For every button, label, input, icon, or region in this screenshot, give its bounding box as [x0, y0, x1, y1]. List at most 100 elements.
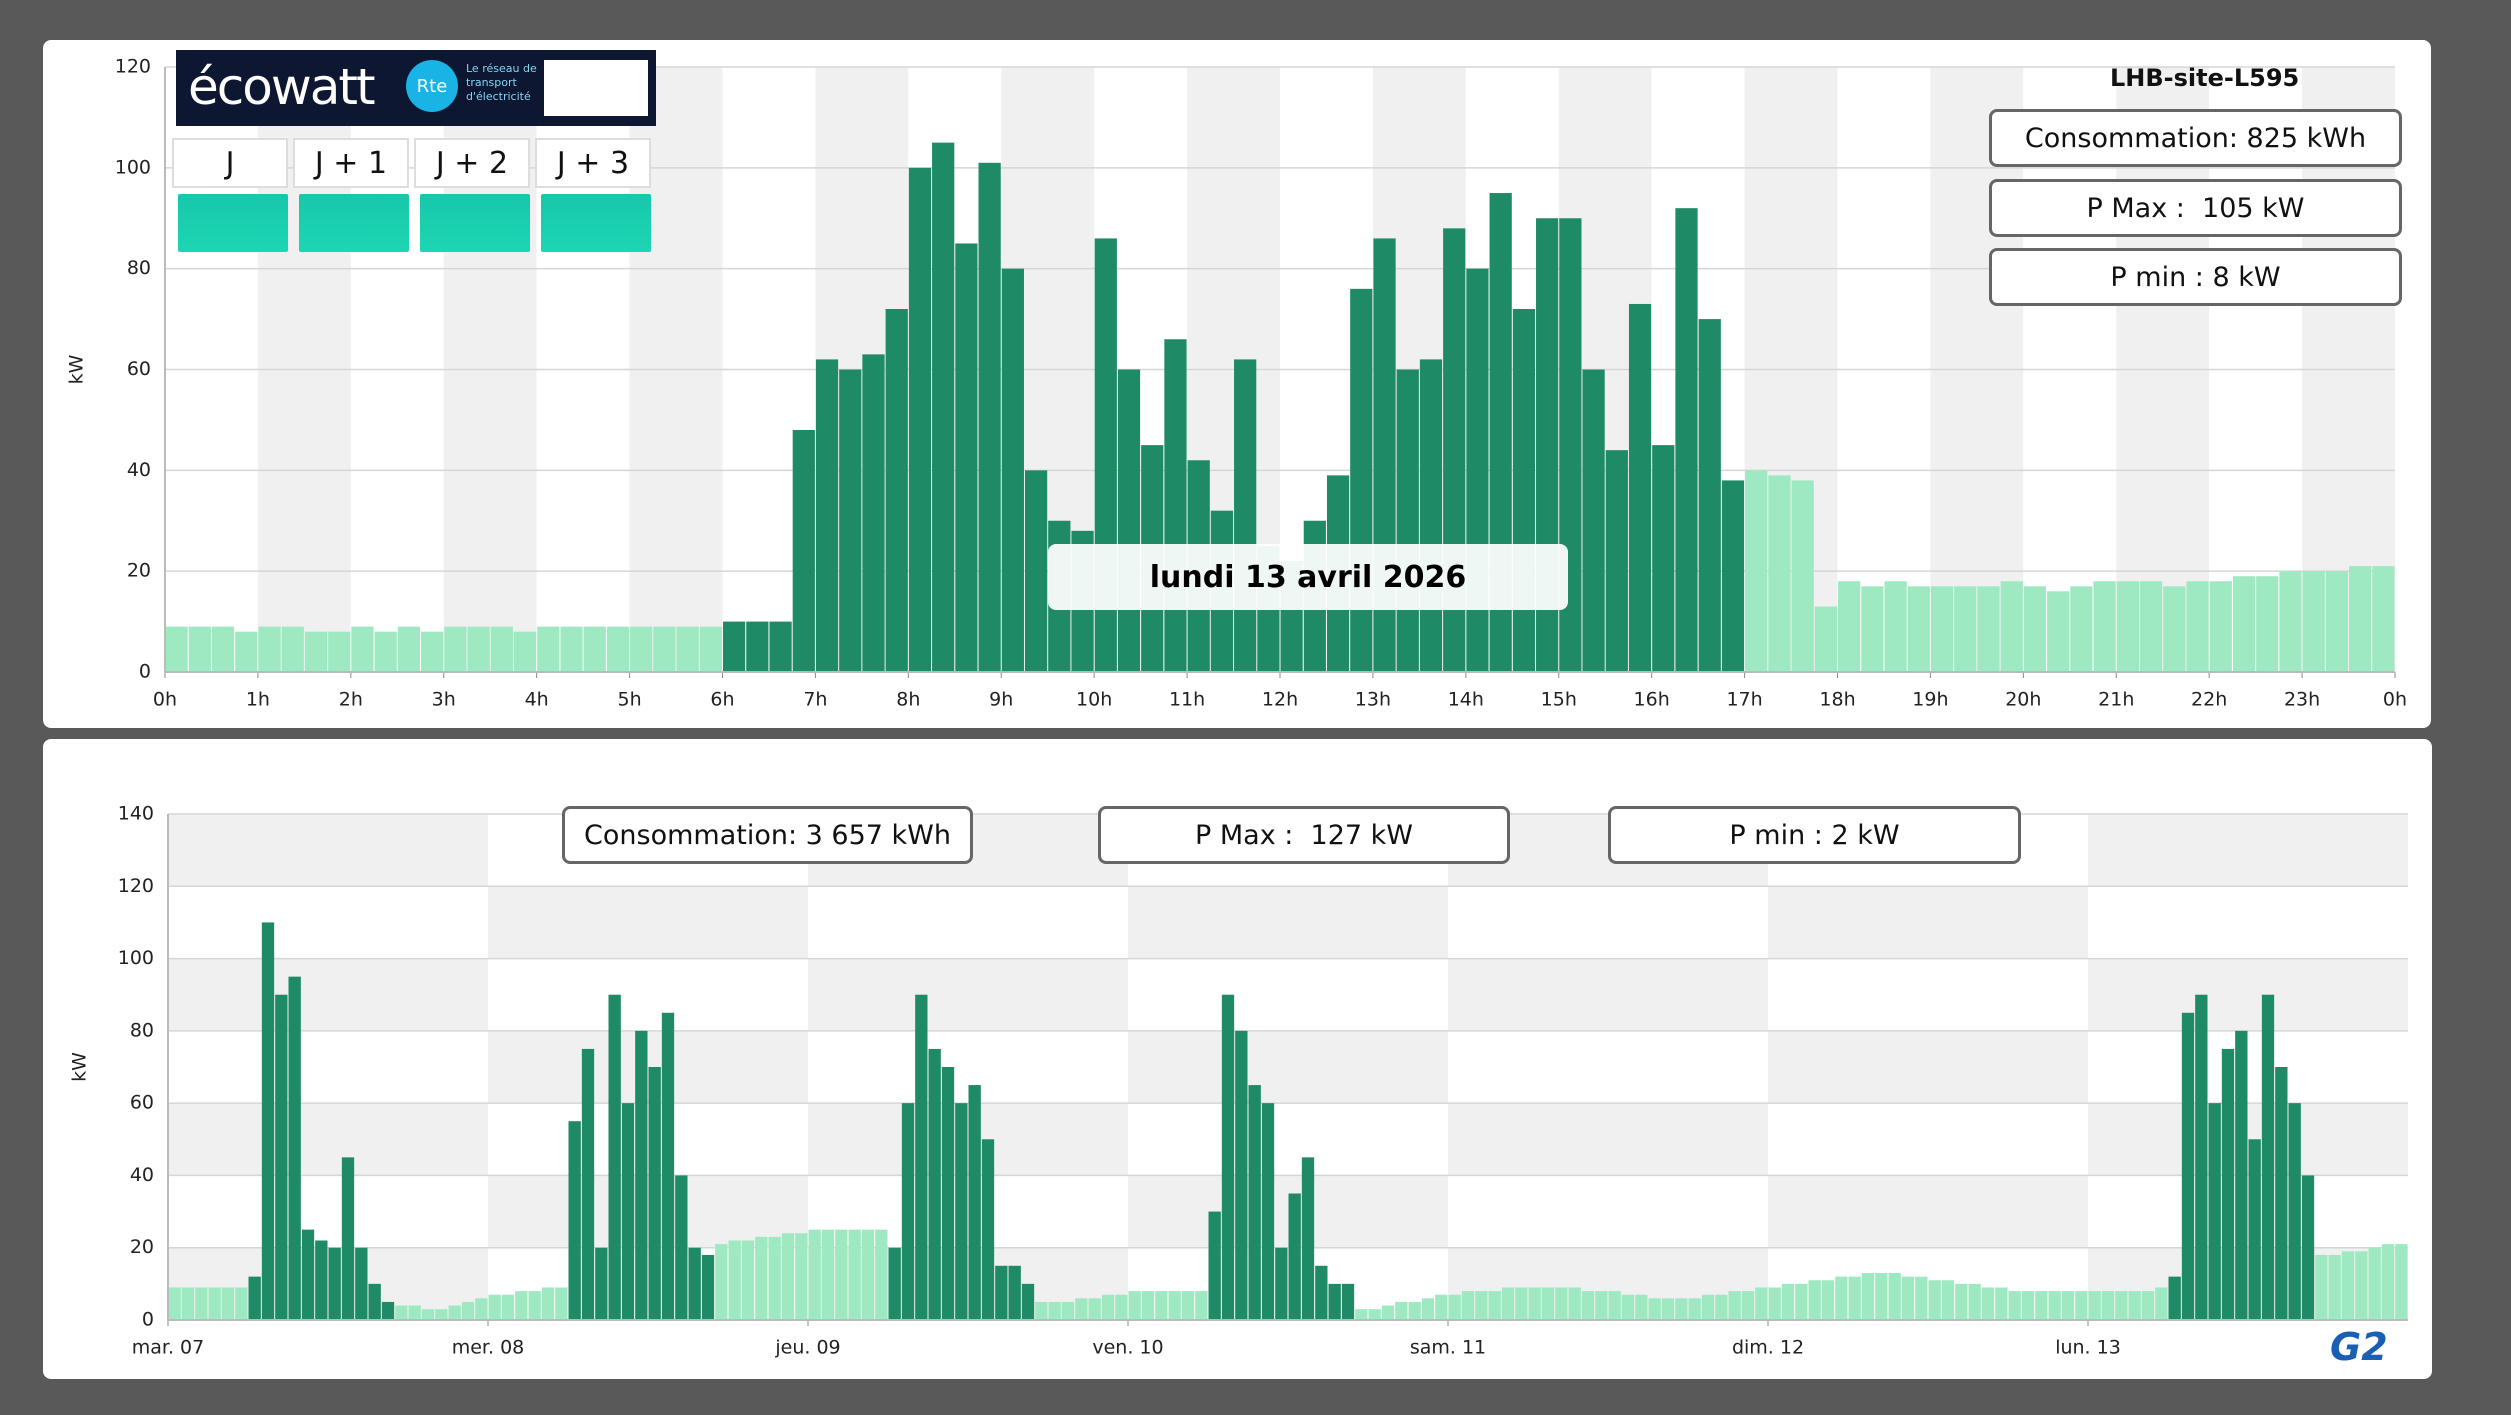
y-tick-label: 100 [115, 156, 151, 178]
grid-band [808, 1103, 1128, 1176]
stat-box: P Max : 105 kW [1989, 179, 2402, 237]
bar [1648, 1298, 1661, 1320]
x-tick-label: 7h [803, 689, 827, 711]
grid-band [1744, 67, 1838, 168]
grid-band [2116, 369, 2210, 471]
grid-band [168, 1103, 488, 1176]
grid-band [815, 67, 909, 168]
bar [1661, 1298, 1675, 1320]
bar [537, 626, 560, 672]
grid-band [1448, 1247, 1768, 1320]
grid-band [1448, 1175, 1768, 1248]
bar [1501, 1287, 1515, 1320]
grid-band [168, 1175, 488, 1248]
x-tick-label: 5h [618, 689, 642, 711]
bar [792, 430, 815, 672]
bar [248, 1276, 261, 1320]
bar [901, 1103, 915, 1320]
grid-band [2023, 470, 2117, 572]
x-tick-label: 10h [1076, 689, 1112, 711]
ecowatt-signal [178, 194, 288, 252]
bar [1021, 1283, 1035, 1320]
bar [1555, 1287, 1568, 1320]
bar [2256, 576, 2279, 672]
bar [288, 976, 301, 1320]
stat-box: P min : 2 kW [1608, 806, 2021, 864]
x-tick-label: 12h [1262, 689, 1298, 711]
bar [2035, 1291, 2048, 1320]
bar [1745, 470, 1768, 672]
bar [475, 1298, 488, 1320]
bar [2186, 581, 2209, 672]
bar [2301, 1175, 2315, 1320]
x-tick-label: 16h [1634, 689, 1670, 711]
bar [2235, 1030, 2248, 1320]
ecowatt-name: écowatt [188, 58, 376, 116]
y-tick-label: 60 [130, 1092, 154, 1114]
bar [908, 167, 932, 673]
bar [1466, 268, 1489, 672]
bar [374, 631, 397, 672]
bar [2325, 571, 2349, 672]
x-tick-label: jeu. 09 [774, 1337, 840, 1359]
bar [2115, 1291, 2128, 1320]
grid-band [165, 268, 258, 370]
grid-band [1930, 369, 2024, 471]
ecowatt-day: J + 3 [535, 138, 651, 188]
y-tick-label: 60 [127, 358, 151, 380]
ecowatt-signal [541, 194, 651, 252]
bar [515, 1291, 528, 1320]
bar [1721, 480, 1745, 672]
x-tick-label: dim. 12 [1732, 1337, 1804, 1359]
bar [1861, 1273, 1875, 1320]
bar [2315, 1254, 2328, 1320]
bar [968, 1085, 981, 1320]
bar [648, 1067, 661, 1320]
bar [1221, 994, 1235, 1320]
bar [1355, 1309, 1368, 1320]
bar [1954, 586, 1977, 672]
bar [1115, 1294, 1128, 1320]
grid-band [1768, 1247, 2088, 1320]
bar [1628, 303, 1652, 672]
x-tick-label: ven. 10 [1092, 1337, 1163, 1359]
bar [861, 1229, 875, 1320]
x-tick-label: 19h [1912, 689, 1948, 711]
bar [2128, 1291, 2141, 1320]
bar [208, 1287, 221, 1320]
bar [408, 1305, 421, 1320]
bar [2368, 1247, 2381, 1320]
x-tick-label: 6h [710, 689, 734, 711]
grid-band [1187, 167, 1280, 269]
bar [755, 1236, 768, 1320]
grid-band [2088, 958, 2408, 1031]
bar [978, 162, 1001, 672]
y-tick-label: 40 [127, 459, 151, 481]
x-tick-label: 22h [2191, 689, 2227, 711]
bar [2372, 566, 2395, 672]
bar [2023, 586, 2047, 672]
bar [1605, 450, 1628, 672]
grid-band [808, 886, 1128, 959]
bar [1861, 586, 1884, 672]
bar [932, 142, 955, 672]
bar [355, 1247, 368, 1320]
bar [1675, 208, 1698, 672]
bar [188, 626, 211, 672]
grid-band [1128, 1247, 1448, 1320]
x-tick-label: 4h [525, 689, 549, 711]
bar [1396, 369, 1419, 672]
bar [1875, 1273, 1888, 1320]
bar [723, 621, 746, 672]
bar [741, 1240, 755, 1320]
x-tick-label: 20h [2005, 689, 2041, 711]
grid-band [1001, 167, 1095, 269]
y-tick-label: 80 [127, 257, 151, 279]
bar [1181, 1291, 1195, 1320]
grid-band [1448, 1103, 1768, 1176]
x-tick-label: 17h [1726, 689, 1762, 711]
bar [351, 626, 374, 672]
bar [955, 1103, 968, 1320]
bar [1955, 1283, 1968, 1320]
bar [2163, 586, 2186, 672]
